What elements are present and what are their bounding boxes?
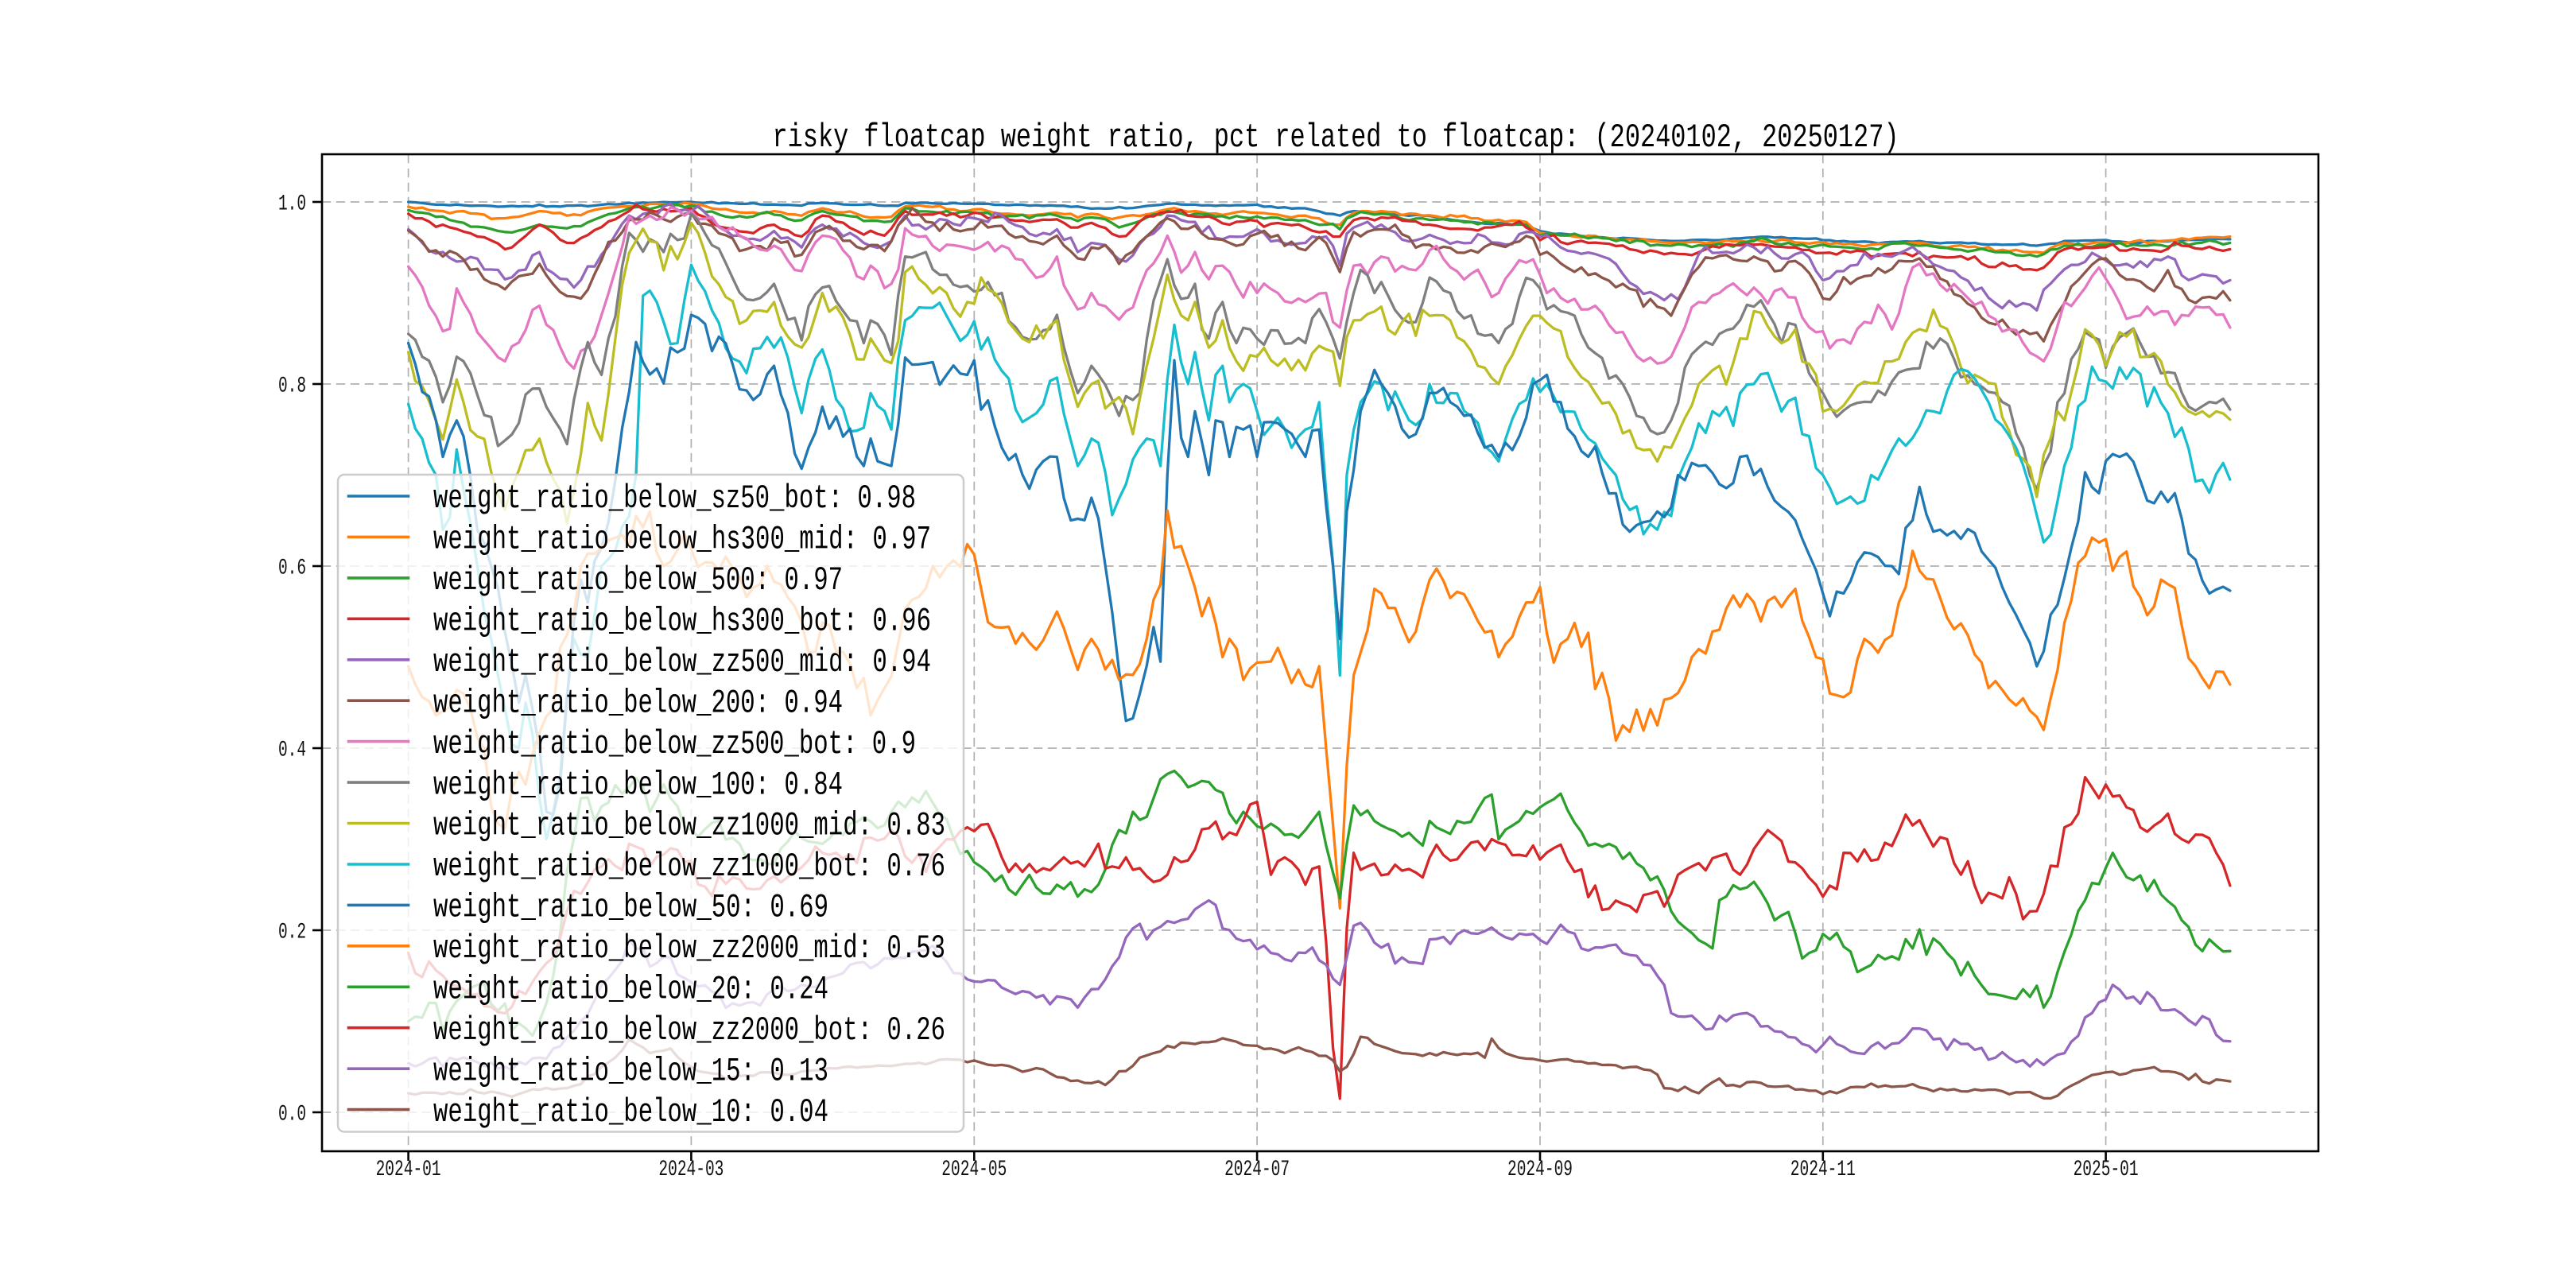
svg-text:2024-01: 2024-01 [376, 1158, 441, 1182]
svg-text:weight_ratio_below_zz1000_bot:: weight_ratio_below_zz1000_bot: 0.76 [433, 848, 945, 886]
svg-text:0.6: 0.6 [278, 557, 306, 581]
svg-text:0.0: 0.0 [278, 1103, 306, 1127]
svg-text:weight_ratio_below_500: 0.97: weight_ratio_below_500: 0.97 [433, 561, 843, 599]
svg-text:weight_ratio_below_15: 0.13: weight_ratio_below_15: 0.13 [433, 1052, 828, 1090]
svg-text:weight_ratio_below_10: 0.04: weight_ratio_below_10: 0.04 [433, 1093, 828, 1131]
svg-text:2024-07: 2024-07 [1224, 1158, 1290, 1182]
svg-text:2024-11: 2024-11 [1790, 1158, 1856, 1182]
svg-text:weight_ratio_below_zz2000_mid:: weight_ratio_below_zz2000_mid: 0.53 [433, 929, 945, 968]
svg-text:weight_ratio_below_hs300_bot:: weight_ratio_below_hs300_bot: 0.96 [433, 603, 931, 641]
svg-text:weight_ratio_below_50: 0.69: weight_ratio_below_50: 0.69 [433, 889, 828, 927]
svg-text:risky floatcap weight ratio, p: risky floatcap weight ratio, pct related… [773, 118, 1899, 157]
svg-text:2024-03: 2024-03 [658, 1158, 724, 1182]
svg-text:2024-05: 2024-05 [941, 1158, 1007, 1182]
svg-text:0.2: 0.2 [278, 921, 306, 945]
svg-text:weight_ratio_below_100: 0.84: weight_ratio_below_100: 0.84 [433, 766, 843, 804]
svg-text:1.0: 1.0 [278, 192, 306, 217]
svg-text:0.4: 0.4 [278, 739, 306, 763]
svg-text:weight_ratio_below_sz50_bot: 0: weight_ratio_below_sz50_bot: 0.98 [433, 479, 916, 518]
svg-text:weight_ratio_below_zz500_bot:: weight_ratio_below_zz500_bot: 0.9 [433, 725, 916, 763]
svg-text:weight_ratio_below_hs300_mid:: weight_ratio_below_hs300_mid: 0.97 [433, 521, 931, 559]
svg-text:weight_ratio_below_zz1000_mid:: weight_ratio_below_zz1000_mid: 0.83 [433, 807, 945, 845]
svg-text:2024-09: 2024-09 [1507, 1158, 1573, 1182]
svg-text:weight_ratio_below_20: 0.24: weight_ratio_below_20: 0.24 [433, 971, 828, 1009]
svg-text:weight_ratio_below_zz500_mid:: weight_ratio_below_zz500_mid: 0.94 [433, 643, 931, 681]
svg-text:weight_ratio_below_zz2000_bot:: weight_ratio_below_zz2000_bot: 0.26 [433, 1011, 945, 1049]
svg-text:2025-01: 2025-01 [2074, 1158, 2139, 1182]
svg-text:weight_ratio_below_200: 0.94: weight_ratio_below_200: 0.94 [433, 684, 843, 722]
svg-text:0.8: 0.8 [278, 374, 306, 399]
